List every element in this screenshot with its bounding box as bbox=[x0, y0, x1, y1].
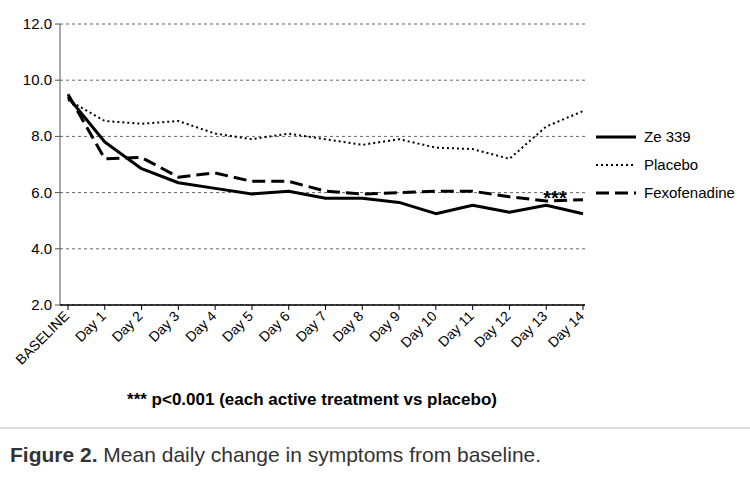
x-tick bbox=[435, 305, 436, 310]
y-tick-label: 12.0 bbox=[23, 15, 52, 32]
x-tick-label: Day 8 bbox=[329, 308, 366, 345]
x-tick bbox=[288, 305, 289, 310]
x-tick-label: Day 14 bbox=[544, 308, 587, 351]
x-tick bbox=[325, 305, 326, 310]
x-tick bbox=[583, 305, 584, 310]
x-tick-label: BASELINE bbox=[12, 308, 72, 368]
y-tick-label: 2.0 bbox=[31, 296, 52, 313]
y-tick bbox=[55, 305, 60, 306]
grid-line bbox=[60, 136, 585, 137]
x-tick bbox=[104, 305, 105, 310]
legend-swatch bbox=[596, 164, 636, 166]
x-tick-label: Day 1 bbox=[72, 308, 109, 345]
caption-text: Mean daily change in symptoms from basel… bbox=[98, 443, 542, 466]
footnote: *** p<0.001 (each active treatment vs pl… bbox=[127, 390, 497, 409]
legend-label: Fexofenadine bbox=[644, 184, 735, 201]
x-tick-label: Day 6 bbox=[256, 308, 293, 345]
x-tick bbox=[399, 305, 400, 310]
caption-label: Figure 2. bbox=[10, 443, 98, 466]
x-tick bbox=[546, 305, 547, 310]
y-tick bbox=[55, 24, 60, 25]
plot-area bbox=[68, 94, 583, 213]
y-tick-label: 4.0 bbox=[31, 240, 52, 257]
grid-line bbox=[60, 305, 585, 306]
grid-line bbox=[60, 248, 585, 249]
x-tick bbox=[251, 305, 252, 310]
separator bbox=[0, 428, 750, 429]
x-axis bbox=[60, 304, 585, 306]
series-line bbox=[68, 94, 583, 201]
y-tick-label: 6.0 bbox=[31, 184, 52, 201]
x-tick-label: Day 10 bbox=[397, 308, 440, 351]
y-tick-label: 10.0 bbox=[23, 71, 52, 88]
legend-label: Ze 339 bbox=[644, 128, 691, 145]
x-tick-label: Day 5 bbox=[219, 308, 256, 345]
x-tick bbox=[178, 305, 179, 310]
chart: 2.04.06.08.010.012.0BASELINEDay 1Day 2Da… bbox=[0, 0, 750, 480]
legend-swatch bbox=[596, 192, 636, 195]
x-tick bbox=[68, 305, 69, 310]
y-tick-label: 8.0 bbox=[31, 127, 52, 144]
grid-line bbox=[60, 24, 585, 25]
grid-line bbox=[60, 192, 585, 193]
grid-line bbox=[60, 80, 585, 81]
y-tick bbox=[55, 248, 60, 249]
x-tick bbox=[509, 305, 510, 310]
x-tick-label: Day 11 bbox=[435, 308, 477, 350]
x-tick-label: Day 12 bbox=[471, 308, 514, 351]
x-tick-label: Day 3 bbox=[145, 308, 182, 345]
series-line bbox=[68, 100, 583, 159]
caption: Figure 2. Mean daily change in symptoms … bbox=[10, 443, 541, 466]
y-tick bbox=[55, 192, 60, 193]
x-tick bbox=[362, 305, 363, 310]
x-tick-label: Day 7 bbox=[292, 308, 329, 345]
x-tick-label: Day 13 bbox=[508, 308, 551, 351]
x-tick bbox=[472, 305, 473, 310]
y-axis bbox=[60, 24, 61, 305]
legend-swatch bbox=[596, 136, 636, 139]
x-tick bbox=[215, 305, 216, 310]
annotation: *** bbox=[543, 187, 567, 209]
y-tick bbox=[55, 80, 60, 81]
x-tick bbox=[141, 305, 142, 310]
x-tick-label: Day 4 bbox=[182, 308, 219, 345]
legend-label: Placebo bbox=[644, 156, 698, 173]
y-tick bbox=[55, 136, 60, 137]
x-tick-label: Day 2 bbox=[109, 308, 146, 345]
